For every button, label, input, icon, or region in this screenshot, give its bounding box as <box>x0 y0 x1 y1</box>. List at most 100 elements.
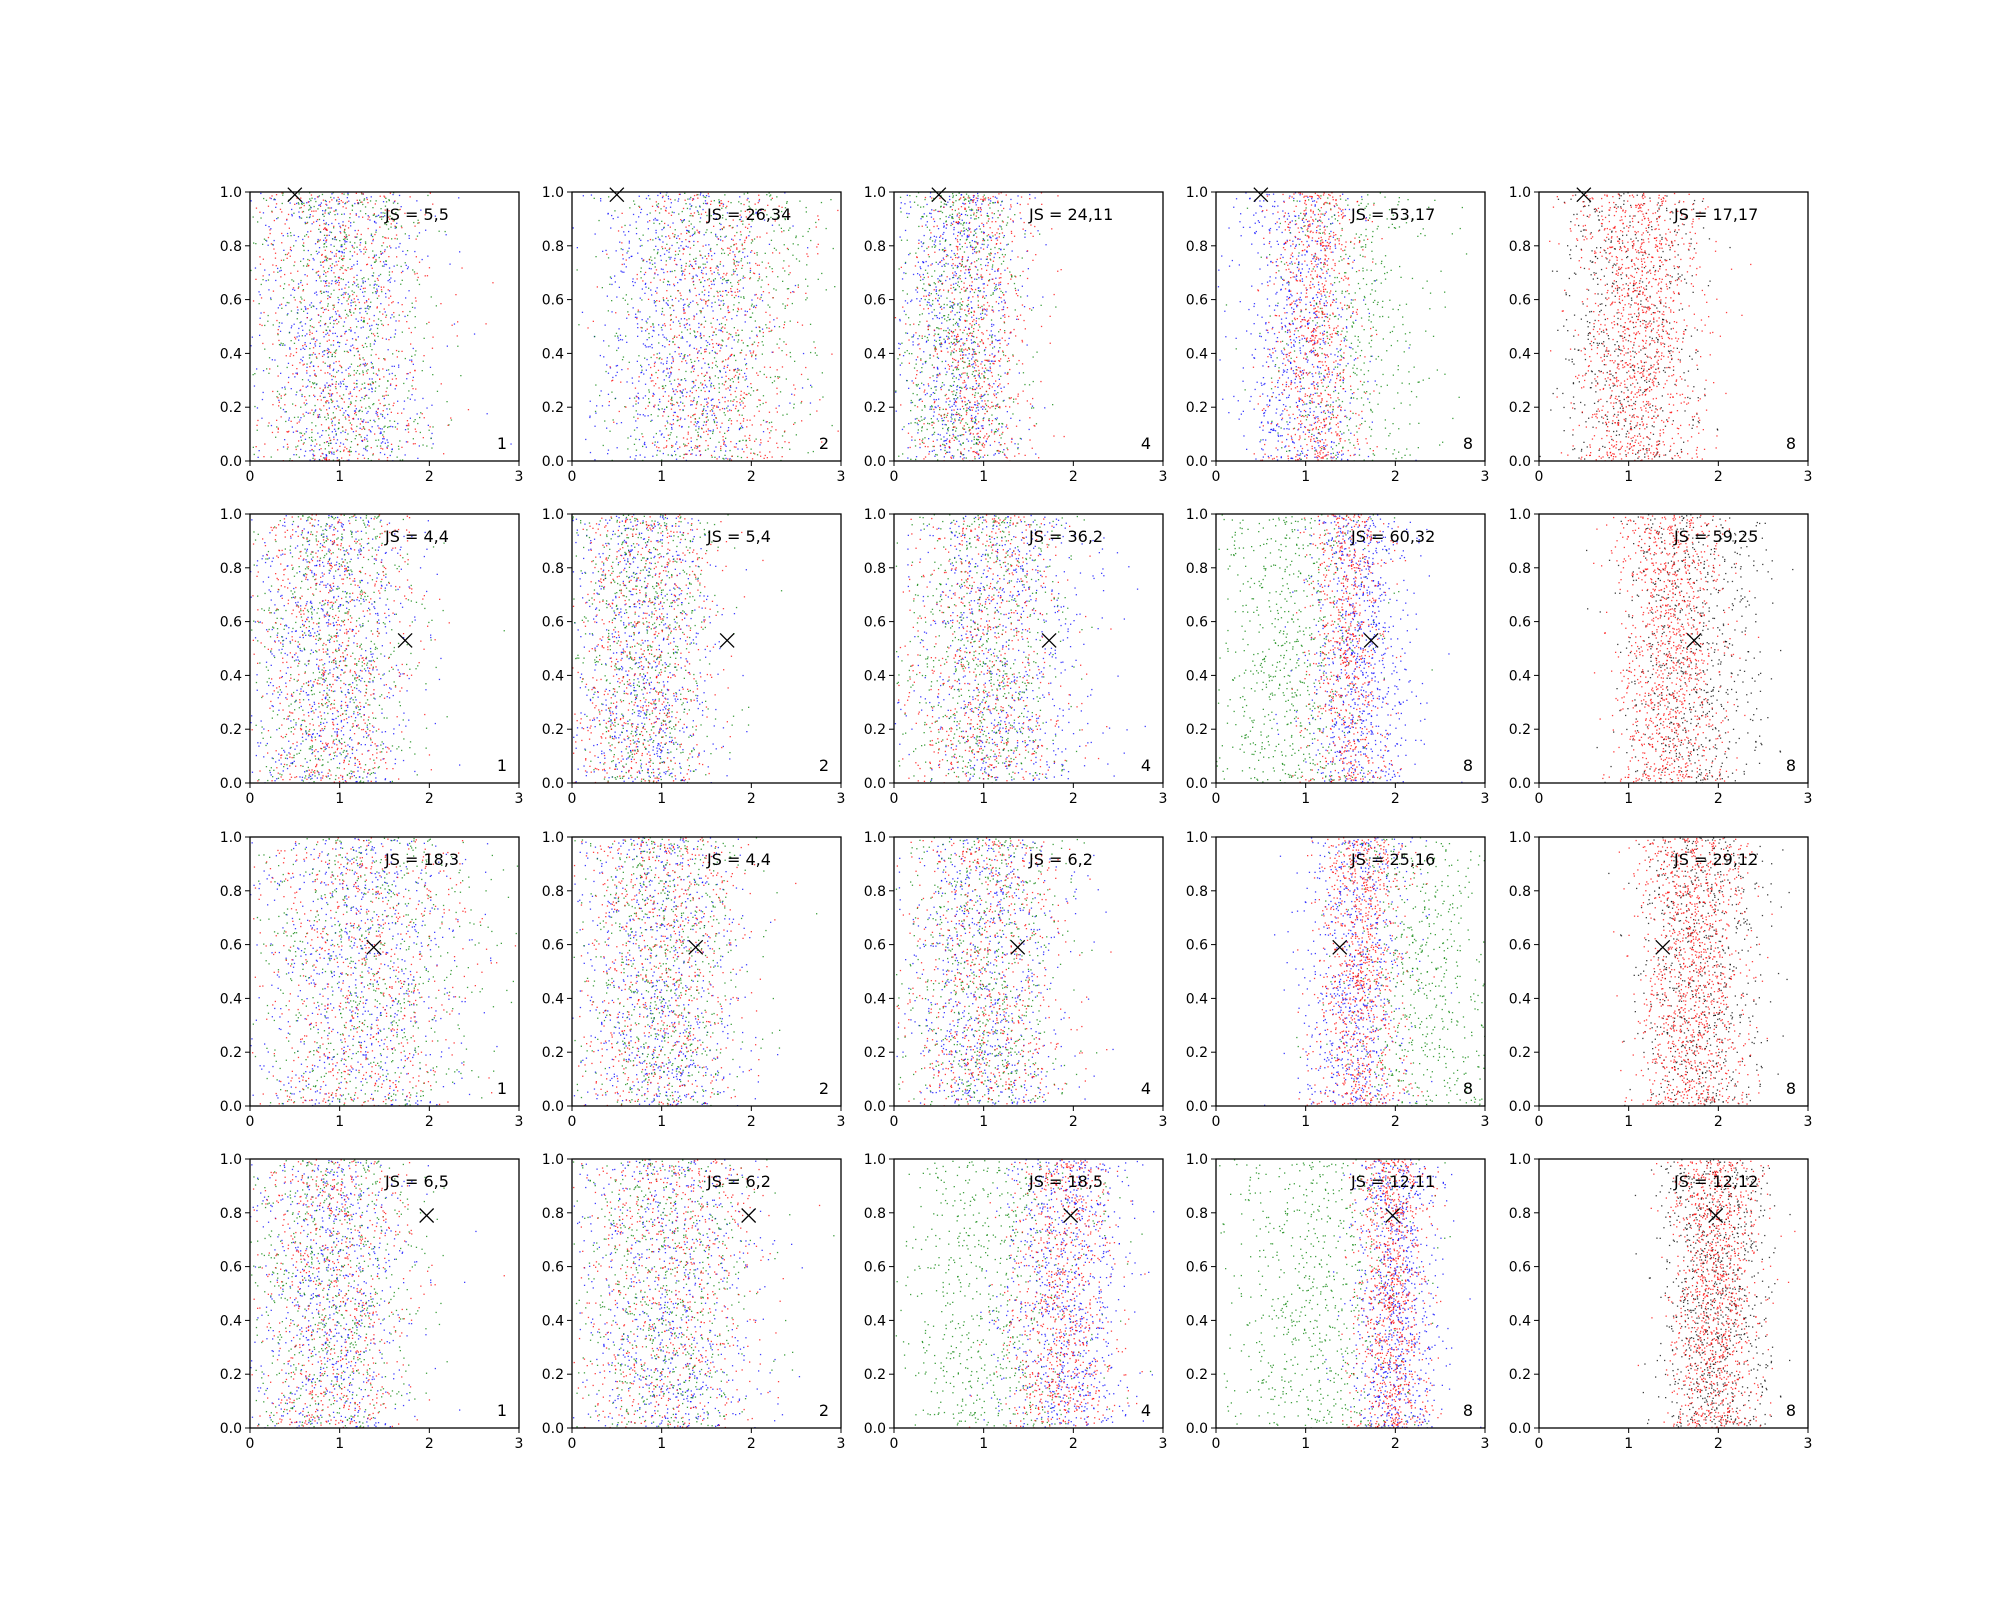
scatter-point-green <box>750 387 753 389</box>
scatter-point-red <box>375 258 377 261</box>
scatter-point-green <box>719 290 721 293</box>
scatter-point-blue <box>968 296 970 298</box>
scatter-point-green <box>941 283 943 285</box>
scatter-point-red <box>352 293 354 296</box>
scatter-point-green <box>362 370 364 372</box>
scatter-point-red <box>712 317 714 319</box>
scatter-point-blue <box>969 245 972 248</box>
scatter-point-blue <box>994 354 996 357</box>
scatter-point-blue <box>327 291 329 293</box>
scatter-point-red <box>690 437 692 439</box>
scatter-point-blue <box>1003 449 1005 451</box>
scatter-point-red <box>317 416 319 418</box>
scatter-point-green <box>614 398 616 400</box>
scatter-point-green <box>395 212 397 214</box>
scatter-point-red <box>317 241 319 243</box>
scatter-point-red <box>705 430 708 432</box>
scatter-point-green <box>417 222 419 224</box>
scatter-point-red <box>348 393 350 395</box>
scatter-point-red <box>677 290 679 292</box>
scatter-point-green <box>372 272 375 274</box>
scatter-point-blue <box>962 344 965 346</box>
scatter-point-blue <box>959 386 961 389</box>
scatter-point-red <box>696 447 698 450</box>
scatter-point-blue <box>1023 306 1026 308</box>
scatter-point-green <box>356 279 358 281</box>
scatter-point-blue <box>702 424 705 426</box>
scatter-point-red <box>328 426 330 428</box>
scatter-point-green <box>787 248 789 251</box>
scatter-point-green <box>323 246 325 248</box>
scatter-point-red <box>334 265 336 267</box>
scatter-point-red <box>751 355 753 358</box>
scatter-point-green <box>348 375 350 377</box>
scatter-point-green <box>699 250 701 252</box>
scatter-point-blue <box>993 454 995 456</box>
scatter-point-blue <box>644 283 646 285</box>
scatter-point-green <box>346 235 348 238</box>
scatter-point-green <box>671 270 673 273</box>
scatter-point-red <box>711 339 713 341</box>
scatter-point-blue <box>980 425 983 427</box>
scatter-point-red <box>771 426 773 428</box>
scatter-point-green <box>793 403 795 405</box>
scatter-point-red <box>693 382 695 384</box>
scatter-point-red <box>333 438 335 441</box>
scatter-point-blue <box>969 406 971 408</box>
scatter-point-green <box>905 313 907 316</box>
scatter-point-red <box>391 302 393 304</box>
scatter-point-green <box>297 416 299 418</box>
scatter-point-blue <box>674 411 676 414</box>
scatter-point-green <box>367 336 370 338</box>
scatter-point-blue <box>329 258 331 260</box>
scatter-point-blue <box>738 290 741 292</box>
scatter-point-blue <box>972 356 974 358</box>
scatter-point-red <box>710 270 712 272</box>
scatter-point-blue <box>977 435 979 438</box>
scatter-point-blue <box>724 396 726 399</box>
scatter-point-blue <box>958 378 960 381</box>
scatter-point-blue <box>341 303 343 305</box>
scatter-point-red <box>670 328 672 330</box>
scatter-point-green <box>687 198 689 200</box>
scatter-point-red <box>365 421 367 423</box>
scatter-point-green <box>687 305 689 307</box>
scatter-point-blue <box>953 402 956 404</box>
scatter-point-blue <box>947 263 949 265</box>
scatter-point-green <box>348 449 351 451</box>
scatter-point-red <box>286 431 288 433</box>
scatter-point-red <box>338 419 340 421</box>
scatter-point-red <box>787 298 789 300</box>
scatter-point-green <box>704 263 706 265</box>
scatter-point-red <box>272 390 274 393</box>
scatter-point-blue <box>970 217 972 219</box>
scatter-point-red <box>356 295 358 297</box>
scatter-point-blue <box>677 282 679 284</box>
scatter-point-red <box>784 430 786 432</box>
scatter-point-green <box>367 445 369 447</box>
scatter-point-blue <box>899 318 901 321</box>
scatter-point-blue <box>990 237 992 239</box>
scatter-point-green <box>364 251 367 253</box>
scatter-point-blue <box>632 278 634 280</box>
scatter-point-blue <box>431 432 433 435</box>
scatter-point-red <box>705 350 707 353</box>
scatter-point-green <box>959 291 961 294</box>
scatter-point-blue <box>944 341 946 344</box>
scatter-point-blue <box>317 238 319 241</box>
scatter-point-blue <box>589 415 591 417</box>
scatter-point-blue <box>1034 197 1036 199</box>
scatter-point-blue <box>937 278 939 280</box>
scatter-point-red <box>794 388 796 390</box>
scatter-point-blue <box>352 431 355 433</box>
scatter-point-blue <box>618 286 620 288</box>
scatter-point-red <box>407 431 410 433</box>
scatter-point-blue <box>281 322 283 324</box>
scatter-point-green <box>771 268 773 270</box>
scatter-point-blue <box>366 412 368 414</box>
scatter-point-blue <box>300 358 302 361</box>
scatter-point-red <box>363 439 366 441</box>
scatter-point-red <box>696 229 698 231</box>
scatter-point-green <box>651 259 653 262</box>
scatter-point-red <box>332 340 335 342</box>
